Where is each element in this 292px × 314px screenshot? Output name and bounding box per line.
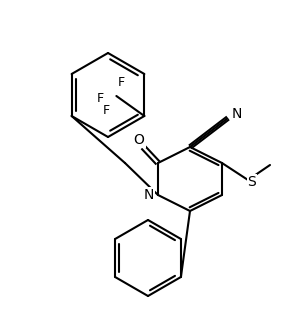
Text: F: F (97, 91, 104, 105)
Text: O: O (133, 133, 145, 147)
Text: F: F (103, 104, 110, 116)
Text: N: N (144, 188, 154, 202)
Text: F: F (118, 75, 125, 89)
Text: N: N (232, 107, 242, 121)
Text: S: S (248, 175, 256, 189)
